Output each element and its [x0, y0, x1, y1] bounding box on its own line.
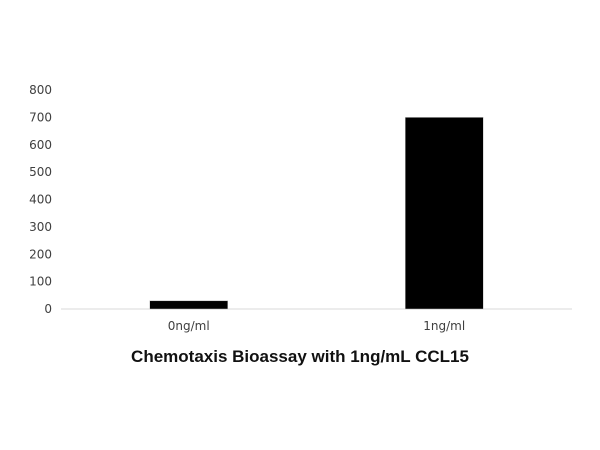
y-tick-label: 0 [44, 302, 52, 316]
y-tick-label: 500 [29, 165, 52, 179]
chart-title: Chemotaxis Bioassay with 1ng/mL CCL15 [131, 347, 469, 366]
bar-0ng-ml [149, 300, 228, 310]
y-tick-label: 400 [29, 193, 52, 207]
x-tick-label: 0ng/ml [168, 319, 210, 333]
y-tick-label: 300 [29, 220, 52, 234]
y-tick-label: 600 [29, 138, 52, 152]
y-tick-label: 800 [29, 83, 52, 97]
x-tick-label: 1ng/ml [423, 319, 465, 333]
y-tick-label: 200 [29, 247, 52, 261]
y-tick-label: 700 [29, 110, 52, 124]
y-tick-label: 100 [29, 275, 52, 289]
bar-1ng-ml [405, 117, 484, 310]
